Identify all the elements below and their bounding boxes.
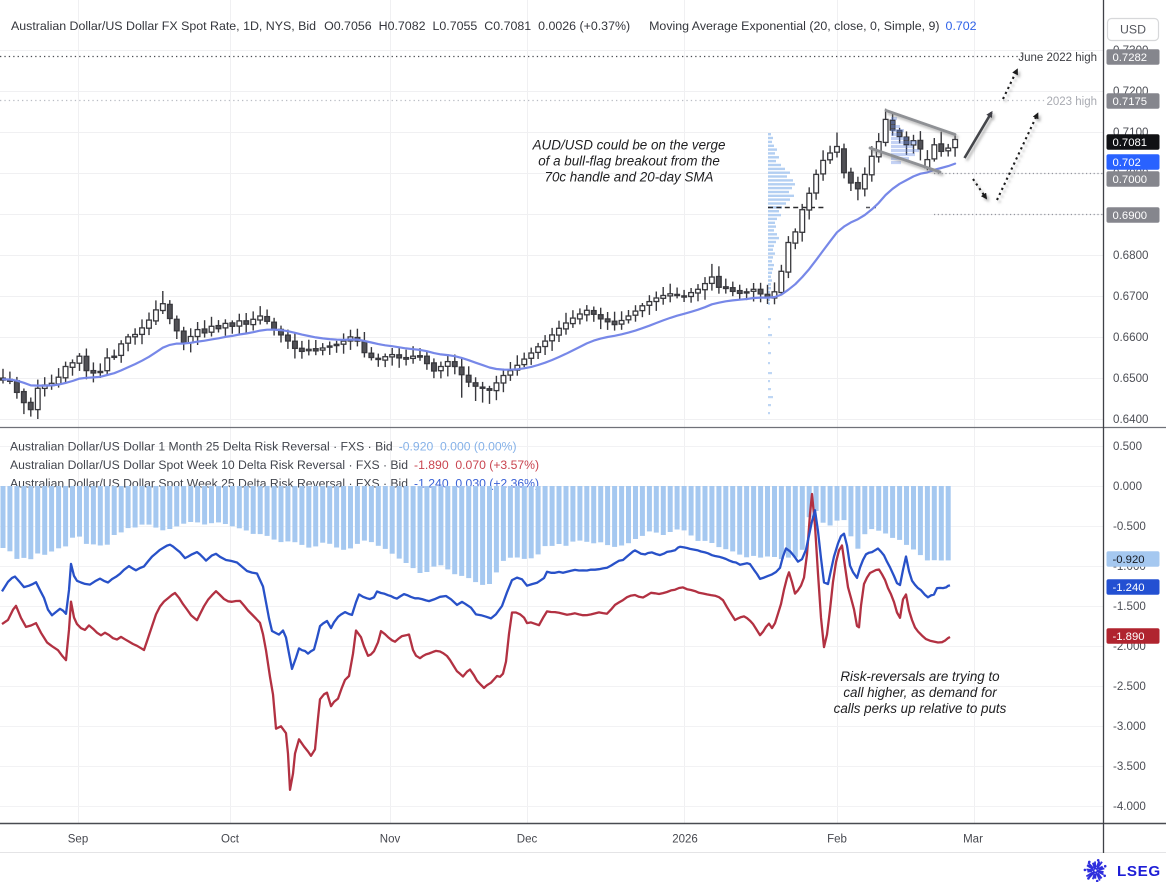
svg-text:Australian Dollar/US Dollar FX: Australian Dollar/US Dollar FX Spot Rate… (11, 19, 977, 33)
svg-text:0.500: 0.500 (1113, 440, 1142, 453)
svg-text:2026: 2026 (672, 834, 698, 846)
svg-text:Mar: Mar (963, 834, 983, 846)
svg-text:0.6600: 0.6600 (1113, 331, 1148, 344)
svg-text:0.702: 0.702 (1113, 157, 1141, 169)
svg-text:Risk-reversals are trying to: Risk-reversals are trying to (840, 669, 1000, 684)
svg-text:of a bull-flag breakout from t: of a bull-flag breakout from the (538, 154, 720, 169)
svg-text:calls perks up relative to put: calls perks up relative to puts (834, 701, 1007, 716)
svg-text:0.7081: 0.7081 (1113, 137, 1148, 149)
svg-text:Sep: Sep (68, 834, 88, 846)
svg-text:-1.240: -1.240 (1113, 582, 1145, 594)
svg-text:Nov: Nov (380, 834, 401, 846)
svg-text:0.6700: 0.6700 (1113, 290, 1148, 303)
svg-text:0.6500: 0.6500 (1113, 372, 1148, 385)
svg-text:-0.500: -0.500 (1113, 520, 1146, 533)
svg-text:2023 high: 2023 high (1046, 96, 1097, 108)
svg-text:-0.920: -0.920 (1113, 554, 1145, 566)
svg-text:0.7282: 0.7282 (1113, 52, 1148, 64)
svg-text:call higher, as demand for: call higher, as demand for (843, 685, 997, 700)
svg-text:Dec: Dec (517, 834, 538, 846)
svg-text:70c handle and 20-day SMA: 70c handle and 20-day SMA (545, 170, 714, 185)
svg-text:June 2022 high: June 2022 high (1018, 52, 1097, 64)
svg-text:-2.500: -2.500 (1113, 680, 1146, 693)
svg-text:Oct: Oct (221, 834, 240, 846)
svg-text:USD: USD (1120, 23, 1146, 37)
svg-text:AUD/USD could be on the verge: AUD/USD could be on the verge (532, 138, 726, 153)
svg-text:Australian Dollar/US Dollar 1: Australian Dollar/US Dollar 1 Month 25 D… (10, 440, 517, 454)
svg-text:0.6800: 0.6800 (1113, 249, 1148, 262)
svg-text:0.6900: 0.6900 (1113, 210, 1148, 222)
svg-text:-4.000: -4.000 (1113, 800, 1146, 813)
svg-text:-1.500: -1.500 (1113, 600, 1146, 613)
svg-text:0.000: 0.000 (1113, 480, 1142, 493)
svg-text:LSEG: LSEG (1117, 863, 1161, 880)
svg-text:0.6400: 0.6400 (1113, 413, 1148, 426)
svg-text:Australian Dollar/US Dollar Sp: Australian Dollar/US Dollar Spot Week 10… (10, 458, 539, 472)
svg-text:-3.000: -3.000 (1113, 720, 1146, 733)
svg-text:0.7175: 0.7175 (1113, 96, 1148, 108)
svg-text:0.7000: 0.7000 (1113, 174, 1148, 186)
svg-text:-1.890: -1.890 (1113, 631, 1145, 643)
svg-text:Feb: Feb (827, 834, 847, 846)
svg-text:-3.500: -3.500 (1113, 760, 1146, 773)
